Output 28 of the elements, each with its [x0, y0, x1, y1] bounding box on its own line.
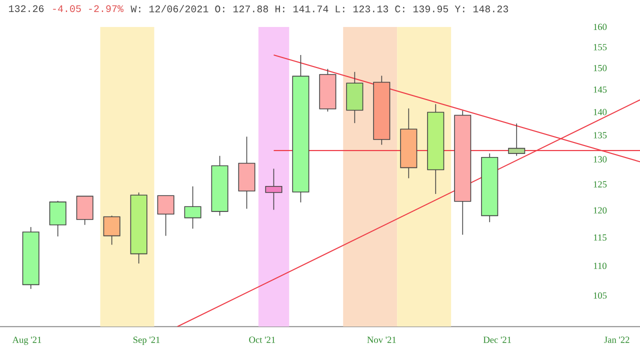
text: W: 12/06/2021 O: 127.88 H: 141.74 L: 123.13 C: 139.95 Y: 148.23 [130, 5, 508, 12]
x-tick-label: Oct '21 [249, 336, 276, 343]
y-tick-label: 125 [594, 181, 607, 188]
y-tick-label: 160 [594, 24, 607, 30]
candlestick [103, 215, 120, 246]
y-tick-label: 155 [594, 44, 607, 50]
x-tick-label: Jan '22 [604, 336, 630, 343]
y-tick-label: 105 [594, 292, 607, 299]
y-tick-label: 115 [594, 234, 606, 241]
y-tick-label: 130 [594, 156, 607, 162]
x-tick-label: Aug '21 [12, 336, 42, 345]
y-tick-label: 135 [594, 132, 607, 138]
candlestick [157, 195, 174, 236]
candlestick [508, 123, 526, 156]
candlestick [184, 186, 202, 230]
text: -4.05 -2.97% [53, 5, 124, 12]
candlestick [76, 196, 94, 226]
chart-title: 132.26 [9, 5, 44, 12]
y-tick-label: 145 [594, 86, 607, 93]
x-tick-label: Dec '21 [483, 336, 511, 343]
x-tick-label: Sep '21 [133, 336, 160, 345]
y-tick-label: 110 [594, 262, 606, 269]
y-tick-label: 120 [594, 207, 607, 214]
candlestick [49, 200, 66, 237]
candlestick [265, 168, 282, 210]
y-tick-label: 140 [594, 108, 607, 116]
y-tick-label: 150 [594, 64, 607, 72]
x-tick-label: Nov '21 [367, 336, 396, 343]
